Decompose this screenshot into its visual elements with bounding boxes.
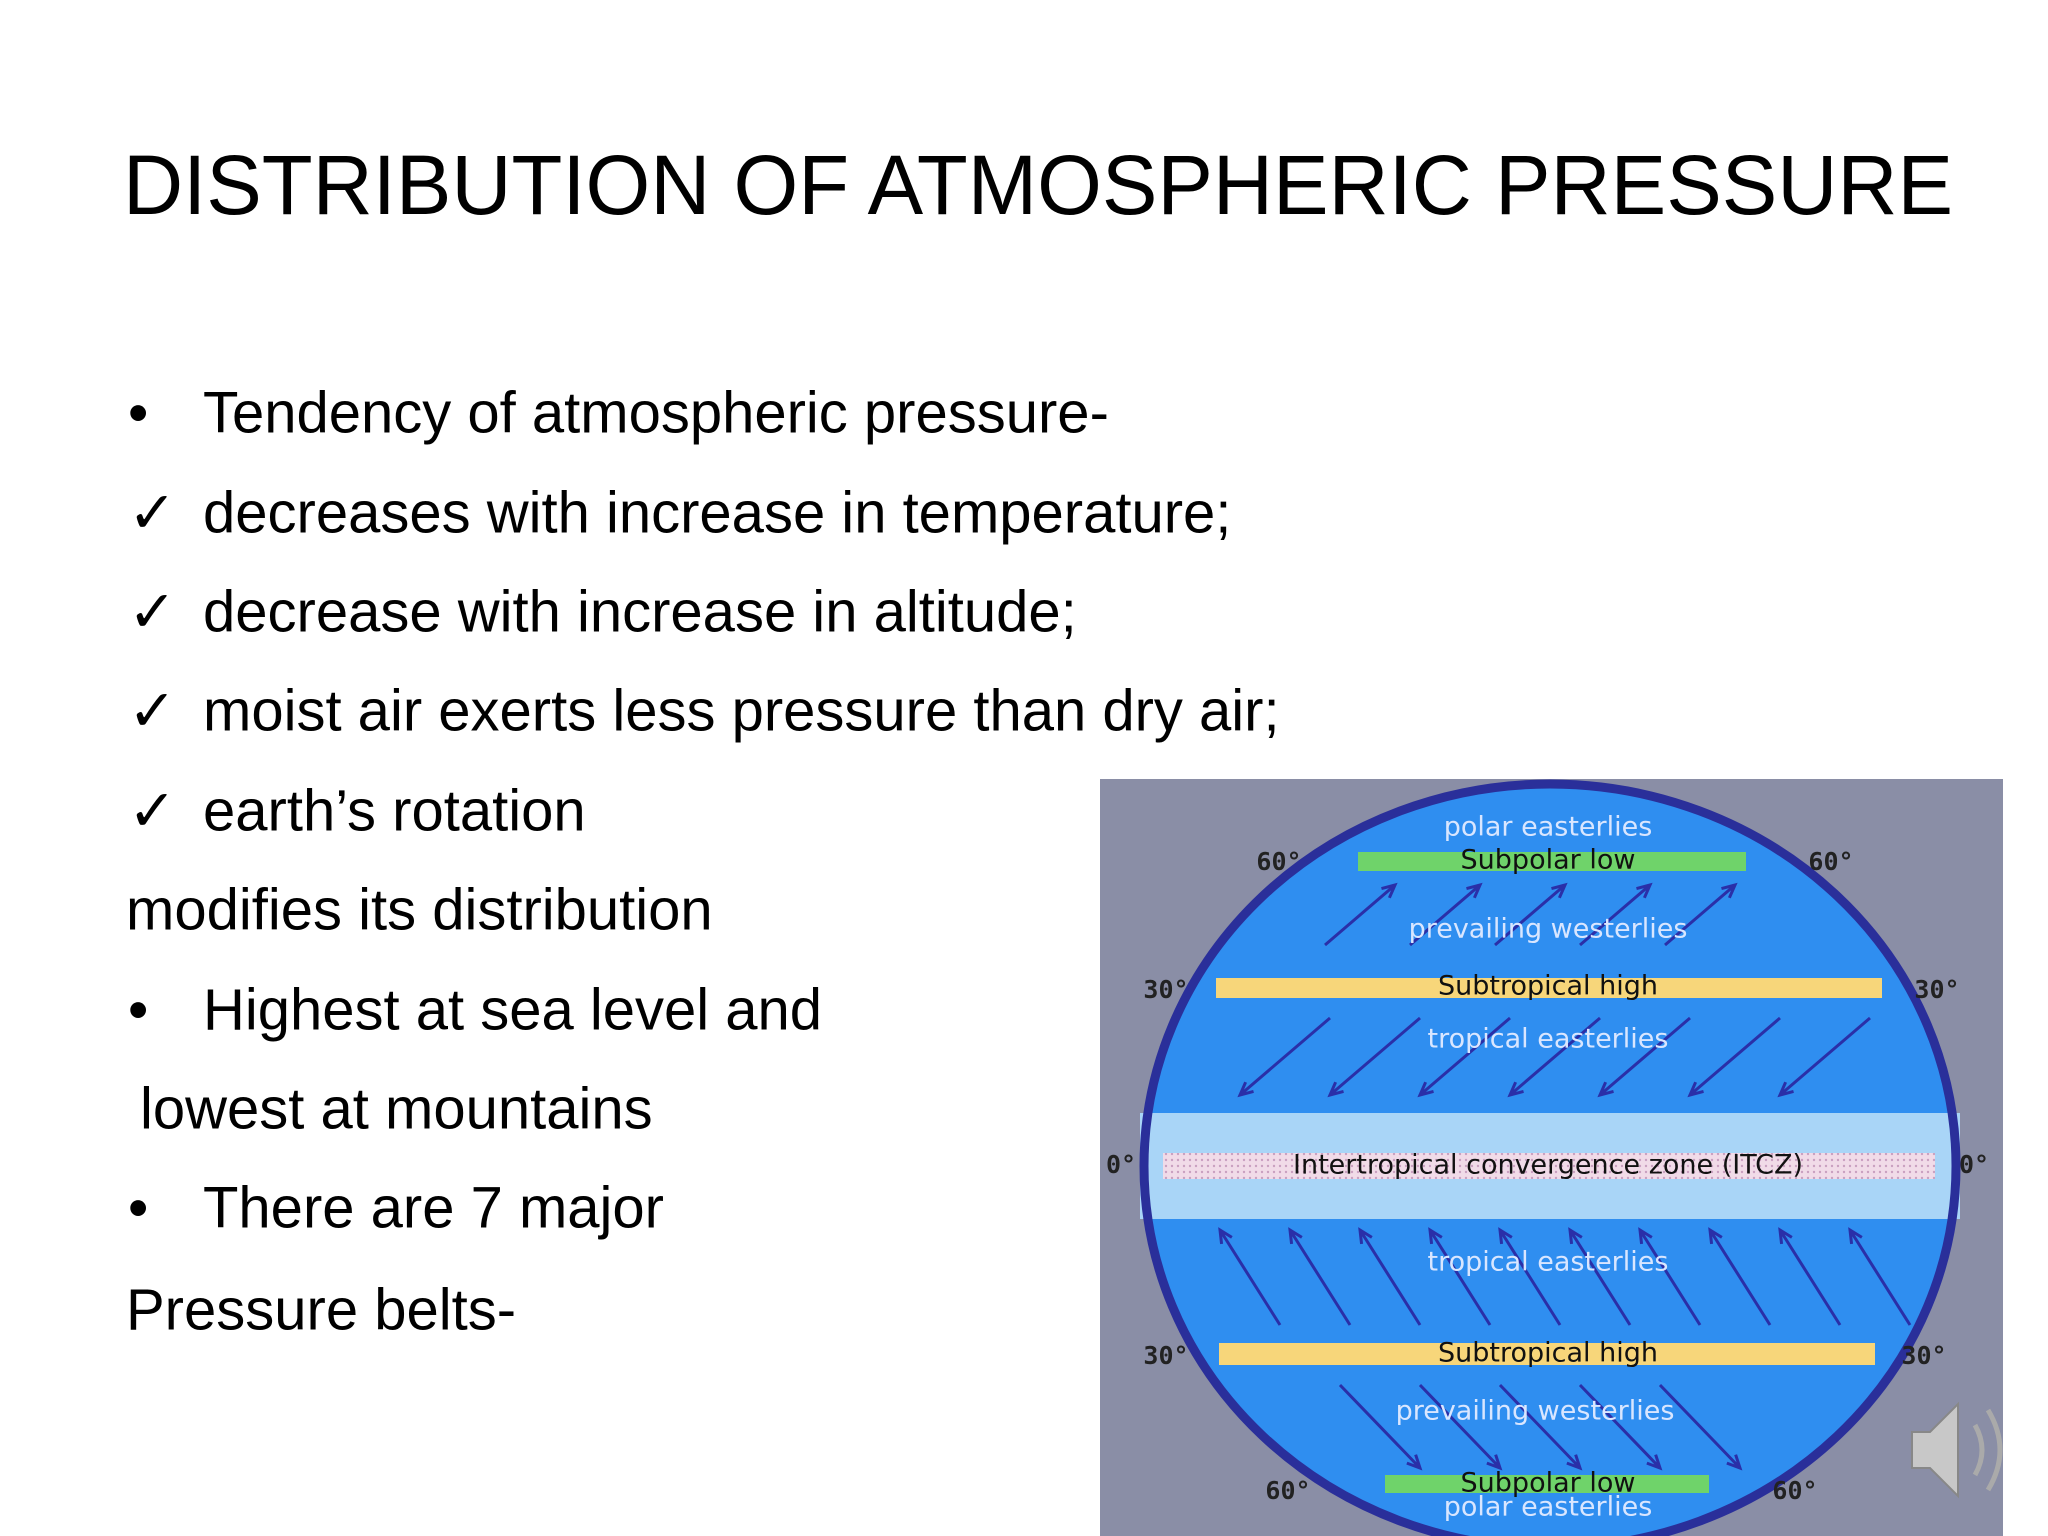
bullet-marker: ✓ (128, 778, 177, 843)
bullet-text: moist air exerts less pressure than dry … (203, 678, 1280, 743)
belt-label: polar easterlies (1444, 1492, 1653, 1523)
bullet-text: decreases with increase in temperature; (203, 480, 1231, 545)
itcz-strip (1163, 1153, 1935, 1179)
arrow (1494, 882, 1568, 947)
belt-label: tropical easterlies (1428, 1024, 1669, 1055)
belt-label: Intertropical convergence zone (ITCZ) (1293, 1150, 1803, 1181)
arrow (1848, 1227, 1912, 1326)
bullet-text: Tendency of atmospheric pressure- (203, 380, 1109, 445)
bullet-text: earth’s rotation (203, 778, 586, 843)
belt-label: prevailing westerlies (1396, 1396, 1675, 1427)
wind-arrows (1218, 882, 1912, 1471)
bullet-marker: ✓ (128, 579, 177, 644)
belt-label: Subtropical high (1438, 1338, 1658, 1369)
body-line: lowest at mountains (140, 1076, 653, 1141)
globe-outline (1139, 779, 1961, 1536)
latitude-label: 60° (1256, 847, 1301, 876)
bullet-marker: • (128, 380, 148, 445)
latitude-label: 30° (1914, 975, 1959, 1004)
latitude-label: 30° (1143, 975, 1188, 1004)
arrow (1687, 1016, 1781, 1098)
belt-label: polar easterlies (1444, 812, 1653, 843)
arrow (1777, 1016, 1871, 1098)
latitude-label: 60° (1772, 1476, 1817, 1505)
arrow (1579, 882, 1653, 947)
belt-label: prevailing westerlies (1409, 914, 1688, 945)
bullet-text: decrease with increase in altitude; (203, 579, 1077, 644)
arrow (1578, 1383, 1663, 1471)
pressure-belt-diagram: polar easterlies Subpolar low prevailing… (1100, 779, 2003, 1536)
arrow (1338, 1383, 1423, 1471)
arrow (1327, 1016, 1421, 1098)
belt-label: Subpolar low (1461, 1468, 1636, 1499)
arrow (1237, 1016, 1331, 1098)
bullet-text: Highest at sea level and (203, 977, 822, 1042)
latitude-label: 30° (1901, 1341, 1946, 1370)
bullet-marker: ✓ (128, 678, 177, 743)
belt-bar (1385, 1475, 1709, 1493)
arrow (1324, 882, 1398, 947)
belt-bar (1219, 1343, 1875, 1365)
bullet-list: • Tendency of atmospheric pressure- ✓ decre… (126, 380, 1280, 1342)
slide-title: DISTRIBUTION OF ATMOSPHERIC PRESSURE (123, 138, 1953, 232)
latitude-label: 30° (1143, 1341, 1188, 1370)
arrow (1218, 1227, 1282, 1326)
belt-label: tropical easterlies (1428, 1247, 1669, 1278)
belt-bar (1358, 852, 1746, 871)
arrow (1597, 1016, 1691, 1098)
arrow (1568, 1227, 1632, 1326)
bullet-marker: ✓ (128, 480, 177, 545)
belt-label: Subtropical high (1438, 971, 1658, 1002)
latitude-label: 0° (1959, 1150, 1989, 1179)
arrow (1507, 1016, 1601, 1098)
arrow (1638, 1227, 1702, 1326)
arrow (1498, 1383, 1583, 1471)
body-line: Pressure belts- (126, 1277, 516, 1342)
arrow (1288, 1227, 1352, 1326)
arrow (1658, 1383, 1743, 1471)
arrow (1708, 1227, 1772, 1326)
arrow (1409, 882, 1483, 947)
body-line: modifies its distribution (126, 877, 713, 942)
arrow (1498, 1227, 1562, 1326)
arrow (1418, 1383, 1503, 1471)
arrow (1358, 1227, 1422, 1326)
arrow (1428, 1227, 1492, 1326)
arrow (1417, 1016, 1511, 1098)
bullet-marker: • (128, 977, 148, 1042)
latitude-label: 0° (1106, 1150, 1136, 1179)
bullet-marker: • (128, 1175, 148, 1240)
audio-icon[interactable] (1911, 1401, 2003, 1499)
belt-bar (1216, 978, 1882, 998)
latitude-label: 60° (1808, 847, 1853, 876)
arrow (1778, 1227, 1842, 1326)
belt-label: Subpolar low (1461, 845, 1636, 876)
latitude-label: 60° (1265, 1476, 1310, 1505)
bullet-text: There are 7 major (203, 1175, 664, 1240)
arrow (1664, 882, 1738, 947)
